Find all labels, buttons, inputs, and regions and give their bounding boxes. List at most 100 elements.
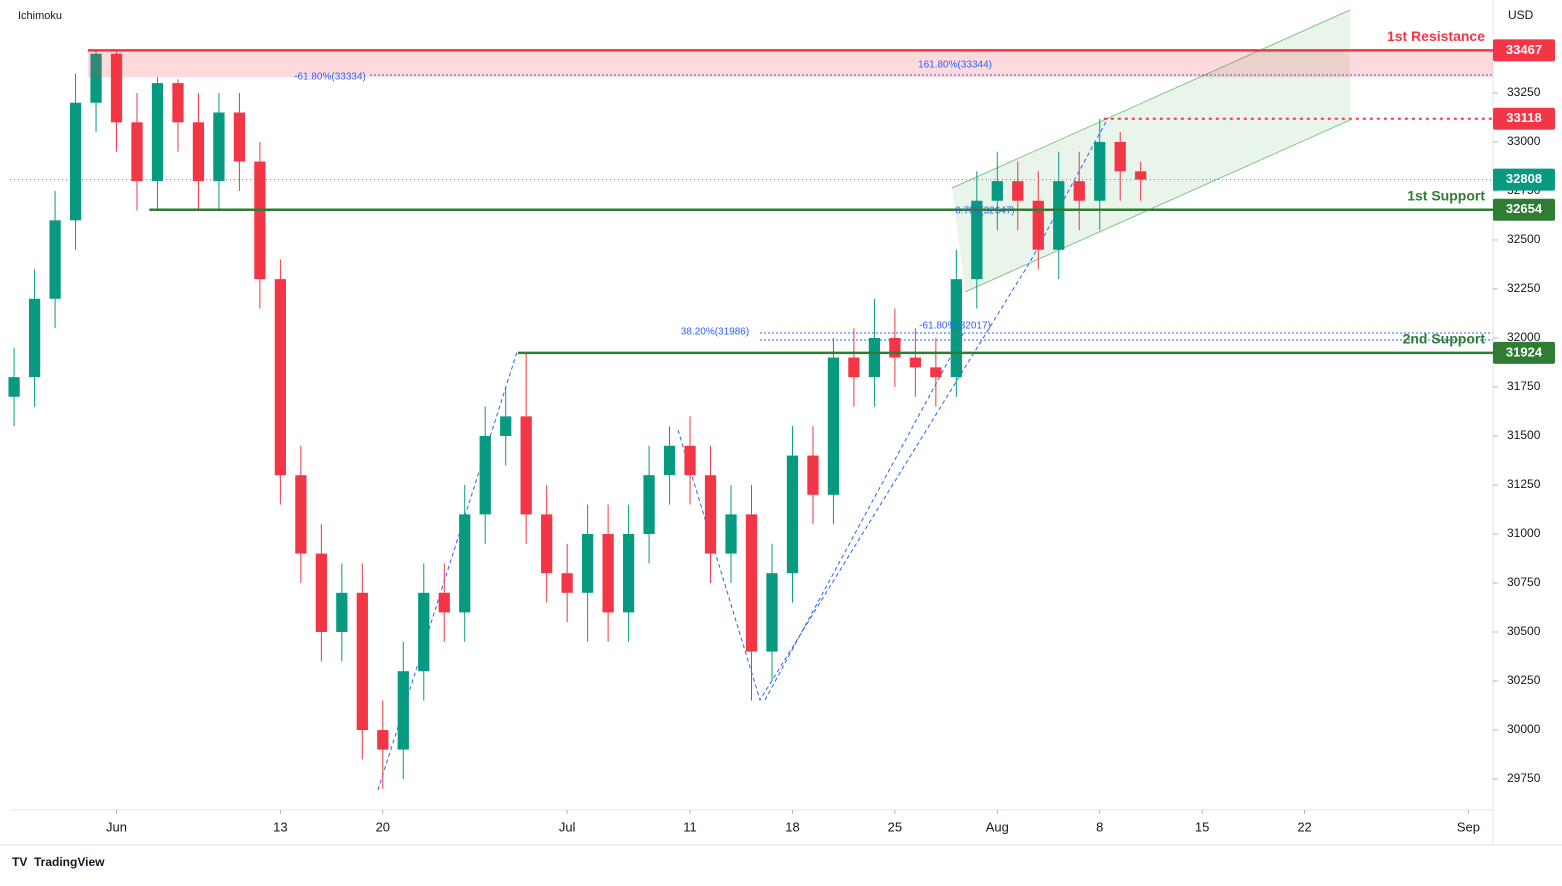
candle-body — [725, 514, 737, 554]
y-tick-label: 30250 — [1507, 673, 1541, 687]
y-tick-label: 30750 — [1507, 575, 1541, 589]
trend-dash — [677, 117, 1109, 702]
y-tick-label: 32500 — [1507, 232, 1541, 246]
candle-body — [377, 730, 389, 750]
candle-body — [28, 298, 41, 378]
candle-body — [1094, 141, 1106, 201]
candle-body — [479, 435, 491, 515]
candle-body — [991, 181, 1003, 201]
x-tick-label: Sep — [1457, 819, 1480, 834]
price-tag-label: 33467 — [1506, 42, 1542, 57]
candle-body — [561, 573, 573, 593]
channel — [370, 9, 1493, 791]
fib-label: 161.80%(33344) — [918, 60, 992, 71]
candle-body — [1114, 141, 1126, 172]
y-tick-label: 33250 — [1507, 85, 1541, 99]
candle-body — [602, 533, 614, 613]
price-tag — [1493, 341, 1555, 364]
candle-body — [90, 53, 102, 103]
candle-body — [971, 200, 983, 280]
candle-body — [520, 416, 532, 515]
y-tick-label: 33000 — [1507, 134, 1541, 148]
candle-body — [930, 367, 942, 378]
candle-body — [622, 533, 635, 613]
candle-body — [663, 445, 676, 476]
x-tick-label: 8 — [1096, 819, 1103, 834]
candle-body — [807, 455, 819, 495]
x-tick-label: 18 — [785, 819, 799, 834]
candle-body — [418, 592, 430, 672]
candle-body — [1073, 181, 1085, 201]
y-tick-label: 31250 — [1507, 477, 1541, 491]
candle-body — [889, 337, 901, 358]
candle-body — [581, 533, 594, 593]
x-tick-label: 20 — [376, 819, 390, 834]
brand: TradingView — [34, 855, 105, 869]
fib-label: 0.786(32647) — [955, 206, 1015, 217]
candle-body — [356, 592, 368, 731]
candle-body — [110, 53, 123, 123]
candle-body — [213, 112, 225, 182]
level-label: 1st Resistance — [1387, 28, 1485, 44]
x-tick-label: Aug — [986, 819, 1009, 834]
y-tick-label: 30500 — [1507, 624, 1541, 638]
currency-label: USD — [1508, 8, 1534, 22]
y-tick-label: 31000 — [1507, 526, 1541, 540]
candle-body — [172, 83, 184, 123]
x-tick-label: 15 — [1195, 819, 1209, 834]
candle-body — [1032, 200, 1044, 250]
x-tick-label: 22 — [1297, 819, 1311, 834]
candle-body — [643, 475, 655, 534]
y-tick-label: 30000 — [1507, 722, 1541, 736]
candle-body — [254, 161, 266, 280]
candle-body — [336, 592, 348, 633]
indicator-label: Ichimoku — [18, 10, 62, 22]
y-tick-label: 29750 — [1507, 771, 1541, 785]
candle-body — [909, 357, 922, 368]
price-tag — [1493, 107, 1555, 130]
candle-body — [69, 102, 82, 221]
candle-body — [827, 357, 840, 495]
x-tick-label: 11 — [683, 819, 697, 834]
price-tag-label: 33118 — [1506, 110, 1541, 125]
candle-body — [233, 112, 246, 162]
price-tag-label: 31924 — [1506, 344, 1543, 359]
fib-label: 38.20%(31986) — [681, 327, 749, 338]
candle-body — [704, 475, 717, 554]
candle-body — [950, 279, 962, 378]
y-tick-label: 32000 — [1507, 330, 1541, 344]
candle-body — [766, 573, 778, 652]
y-tick-label: 32250 — [1507, 281, 1541, 295]
candle-body — [49, 220, 61, 299]
candle-body — [315, 553, 327, 633]
candle-body — [868, 337, 881, 378]
trend-dash — [764, 329, 966, 701]
candle-body — [786, 455, 799, 574]
candle-body — [8, 377, 20, 397]
channel-line — [951, 9, 1351, 189]
candle-body — [397, 671, 409, 750]
candle-body — [745, 514, 758, 652]
fib-label: -61.80%(32017) — [919, 321, 991, 332]
x-tick-label: Jun — [106, 819, 127, 834]
y-tick-label: 31500 — [1507, 428, 1541, 442]
price-tag — [1493, 198, 1555, 221]
candle-body — [192, 122, 205, 182]
candle-body — [131, 122, 143, 182]
candle-body — [541, 514, 553, 574]
candle-body — [459, 514, 471, 613]
price-tag-label: 32654 — [1506, 201, 1543, 216]
level-label: 2nd Support — [1403, 331, 1486, 347]
channel-line — [964, 119, 1351, 293]
candle-body — [438, 592, 450, 613]
candle-body — [295, 475, 307, 554]
candle-body — [274, 279, 287, 476]
price-tag-label: 32808 — [1506, 171, 1542, 186]
resistance-zone — [87, 50, 1493, 78]
candle-body — [1012, 181, 1024, 201]
candle-body — [1053, 181, 1065, 250]
level-label: 1st Support — [1407, 187, 1485, 203]
price-tag — [1493, 168, 1555, 191]
candle-body — [1135, 171, 1147, 180]
